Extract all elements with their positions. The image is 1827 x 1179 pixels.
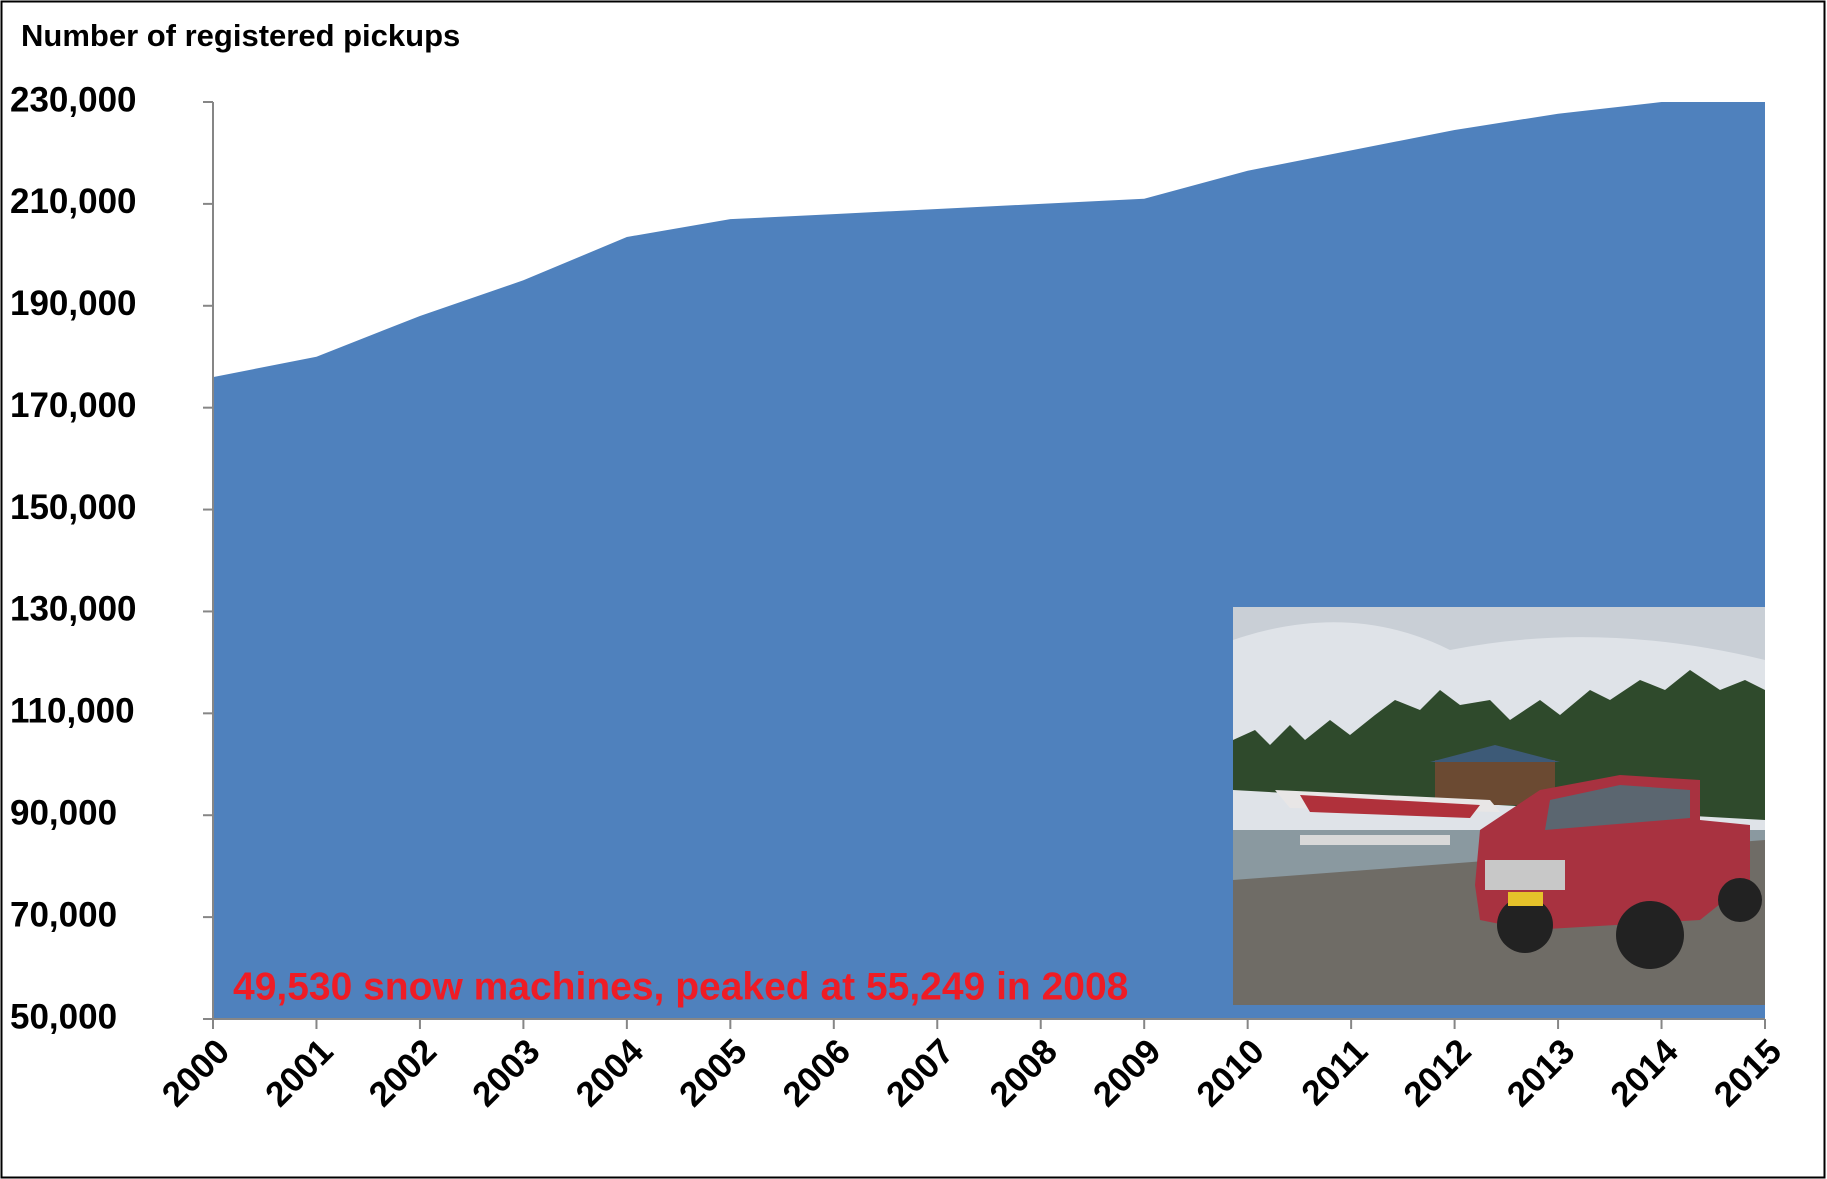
- y-tick-label: 90,000: [10, 793, 117, 832]
- y-tick-label: 210,000: [10, 182, 137, 221]
- y-tick-label: 110,000: [10, 692, 135, 731]
- y-axis-label: Number of registered pickups: [21, 18, 460, 53]
- y-tick-label: 150,000: [10, 488, 137, 527]
- annotation: 49,530 snow machines, peaked at 55,249 i…: [233, 965, 1128, 1008]
- y-tick-label: 170,000: [10, 386, 137, 425]
- y-tick-label: 190,000: [10, 284, 137, 323]
- y-tick-label: 70,000: [10, 895, 117, 934]
- y-tick-label: 130,000: [10, 590, 137, 629]
- y-tick-label: 230,000: [10, 80, 137, 119]
- y-tick-label: 50,000: [10, 997, 117, 1036]
- photo: [1233, 607, 1765, 1005]
